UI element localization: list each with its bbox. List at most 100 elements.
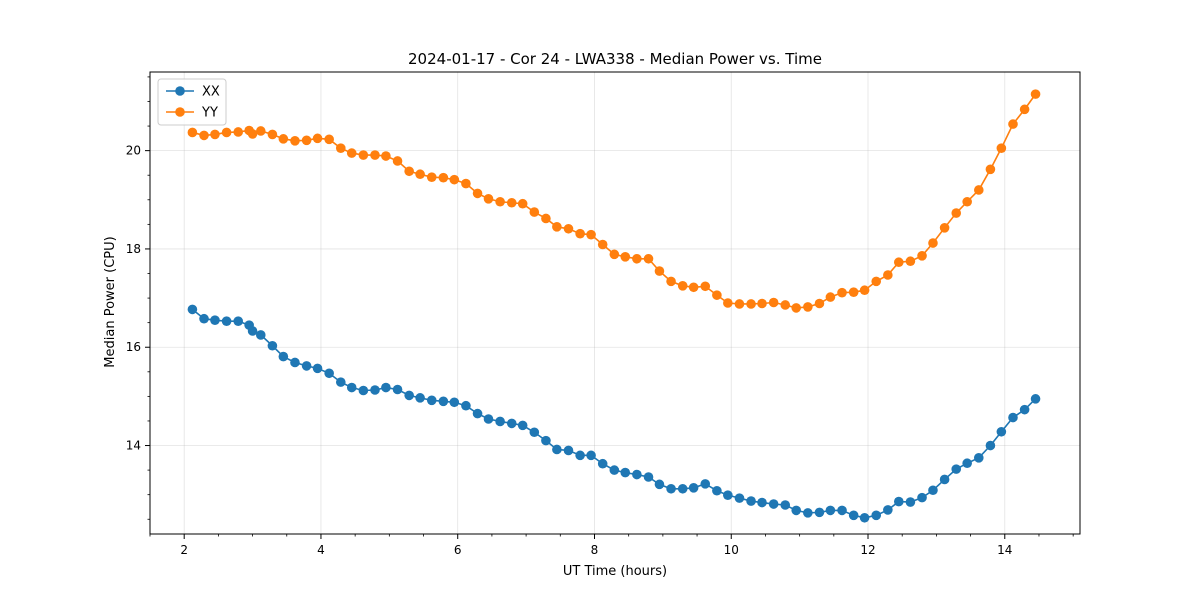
data-point-xx: [335, 377, 346, 387]
data-point-xx: [529, 427, 540, 438]
y-tick-label: 16: [126, 340, 141, 354]
y-tick-label: 14: [126, 439, 141, 453]
data-point-xx: [688, 483, 699, 493]
data-point-xx: [723, 490, 733, 500]
data-point-xx: [517, 420, 528, 431]
data-point-yy: [768, 297, 779, 308]
x-tick-label: 8: [591, 543, 599, 557]
legend-label: XX: [202, 85, 220, 100]
data-point-xx: [985, 440, 996, 451]
data-point-yy: [541, 213, 551, 224]
data-point-xx: [973, 453, 984, 463]
x-axis-label: UT Time (hours): [563, 564, 667, 579]
data-point-yy: [723, 298, 733, 308]
data-point-yy: [495, 196, 505, 207]
data-point-yy: [312, 133, 323, 144]
data-point-yy: [654, 266, 665, 276]
data-point-yy: [609, 249, 620, 260]
legend-item-xx: XX: [166, 85, 220, 100]
data-point-yy: [996, 143, 1007, 153]
data-point-yy: [677, 281, 688, 291]
data-point-yy: [233, 127, 244, 137]
data-point-yy: [290, 136, 300, 146]
data-point-yy: [461, 178, 471, 189]
data-point-yy: [814, 298, 825, 309]
data-point-xx: [552, 444, 562, 455]
data-point-xx: [951, 464, 962, 474]
data-point-xx: [426, 395, 437, 406]
data-point-yy: [666, 276, 676, 287]
data-point-xx: [506, 418, 517, 429]
series-xx: [187, 304, 1041, 523]
data-point-xx: [666, 483, 676, 494]
data-point-xx: [962, 458, 972, 469]
data-point-yy: [848, 287, 859, 297]
data-point-yy: [893, 257, 904, 268]
data-point-xx: [905, 497, 916, 507]
data-point-yy: [1019, 104, 1030, 115]
data-point-yy: [552, 222, 562, 232]
data-point-yy: [734, 299, 745, 309]
x-tick-label: 6: [454, 543, 462, 557]
data-point-yy: [449, 174, 460, 185]
series-line-xx: [191, 308, 1037, 519]
data-point-xx: [814, 507, 825, 518]
data-point-yy: [517, 198, 528, 209]
data-point-xx: [210, 315, 220, 326]
data-point-yy: [187, 127, 198, 138]
data-point-yy: [700, 281, 711, 292]
legend-swatch-marker: [175, 86, 185, 96]
data-point-yy: [404, 166, 414, 177]
data-point-xx: [825, 505, 836, 516]
data-point-yy: [837, 287, 847, 298]
data-point-xx: [438, 396, 449, 407]
data-point-xx: [643, 472, 654, 482]
data-point-yy: [415, 169, 425, 180]
data-point-yy: [335, 143, 346, 153]
data-point-yy: [370, 150, 380, 160]
data-point-xx: [1030, 394, 1041, 404]
data-point-xx: [415, 393, 425, 403]
x-tick-label: 4: [317, 543, 325, 557]
legend-label: YY: [201, 106, 218, 121]
data-point-xx: [278, 351, 289, 362]
data-point-xx: [541, 435, 551, 446]
data-point-yy: [381, 151, 391, 161]
data-point-xx: [1008, 412, 1018, 423]
data-point-xx: [312, 363, 323, 374]
series-yy: [187, 89, 1041, 313]
data-point-yy: [632, 253, 642, 264]
data-point-xx: [632, 469, 642, 480]
data-point-yy: [905, 256, 916, 267]
data-point-yy: [985, 164, 996, 175]
data-point-xx: [221, 316, 232, 326]
data-point-yy: [426, 172, 437, 182]
data-point-yy: [597, 239, 608, 250]
data-point-xx: [472, 408, 483, 419]
data-point-yy: [962, 196, 972, 207]
data-point-yy: [1008, 119, 1018, 129]
data-point-yy: [278, 134, 289, 144]
data-point-xx: [712, 485, 722, 496]
data-point-yy: [247, 129, 258, 139]
data-point-yy: [210, 129, 220, 140]
data-point-xx: [609, 465, 620, 475]
x-tick-label: 12: [860, 543, 875, 557]
data-point-yy: [859, 285, 870, 296]
plot-frame: [149, 71, 1081, 535]
data-point-xx: [290, 357, 300, 368]
data-point-yy: [586, 229, 596, 240]
data-point-xx: [301, 361, 312, 371]
data-point-xx: [883, 505, 893, 515]
data-point-xx: [324, 368, 334, 379]
data-point-xx: [267, 340, 278, 351]
data-point-xx: [233, 316, 244, 326]
data-point-yy: [620, 251, 631, 262]
ticks: 2 4 6 8 10 12 14 14 16 18 20: [126, 76, 1074, 557]
data-point-yy: [221, 127, 232, 138]
data-point-xx: [677, 483, 688, 494]
data-point-yy: [575, 228, 585, 239]
data-point-yy: [392, 156, 403, 166]
data-point-yy: [1030, 89, 1041, 99]
